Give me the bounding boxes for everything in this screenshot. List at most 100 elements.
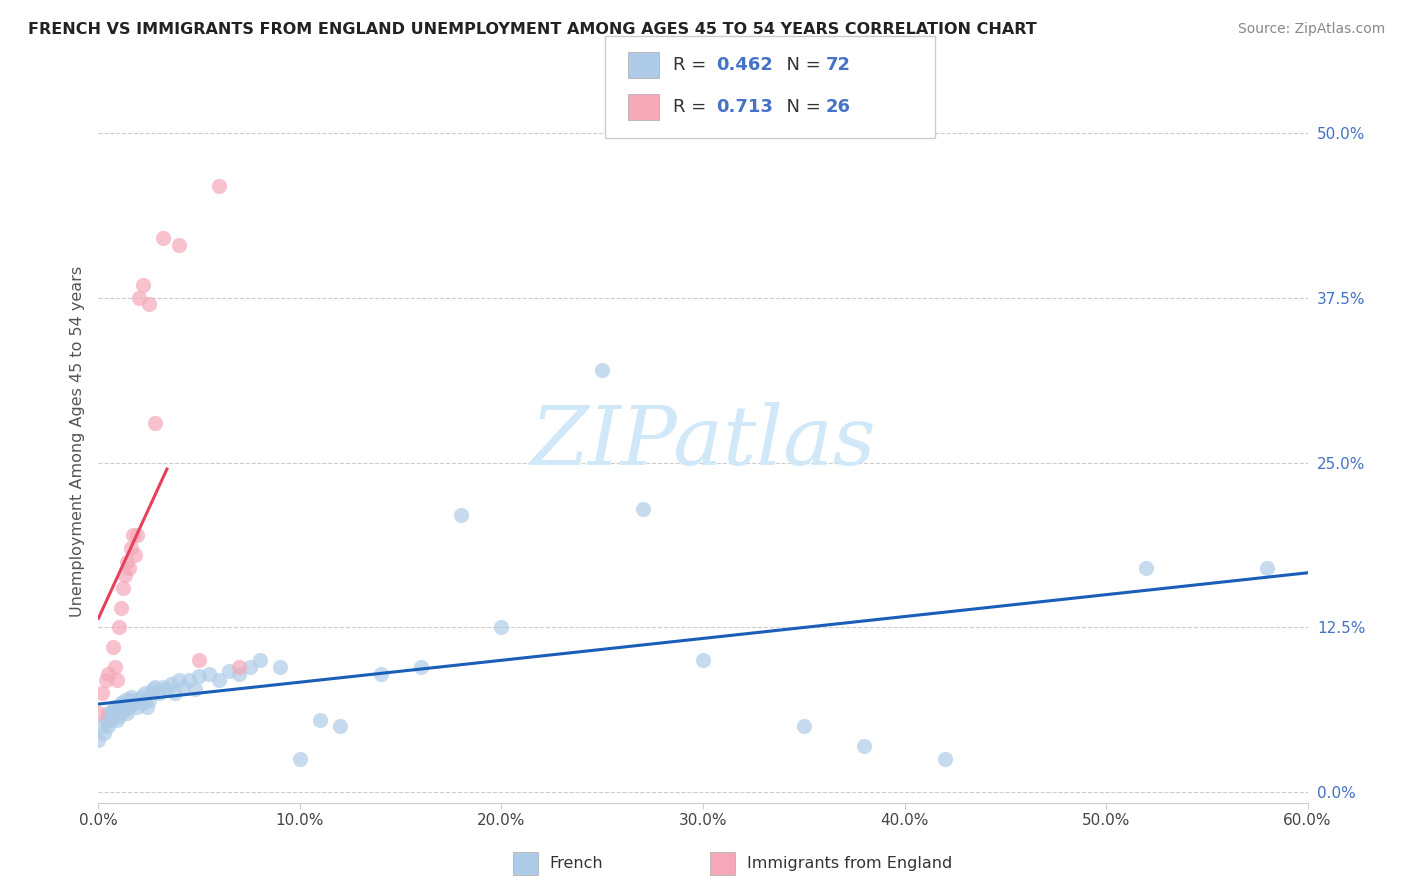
Point (218, 664, 240, 678)
Point (101, 708, 124, 723)
Point (172, 680, 194, 694)
Point (128, 291, 150, 305)
Point (115, 706, 138, 720)
Point (97, 666, 120, 681)
Point (1256, 561, 1278, 575)
Point (450, 508, 472, 523)
Point (111, 697, 134, 711)
Point (125, 528, 148, 542)
Point (121, 528, 143, 542)
Point (793, 719, 815, 733)
Point (138, 297, 160, 311)
Point (184, 682, 207, 697)
Point (152, 231, 174, 245)
Text: 0.462: 0.462 (716, 56, 772, 74)
Point (107, 708, 129, 723)
Y-axis label: Unemployment Among Ages 45 to 54 years: Unemployment Among Ages 45 to 54 years (69, 266, 84, 617)
Point (120, 696, 142, 710)
Text: French: French (550, 856, 603, 871)
Text: Immigrants from England: Immigrants from England (747, 856, 952, 871)
Point (121, 693, 143, 707)
Point (591, 363, 613, 377)
Point (114, 567, 136, 582)
Point (409, 660, 432, 674)
Point (188, 669, 211, 683)
Point (97, 719, 120, 733)
Point (114, 702, 136, 716)
Point (198, 666, 221, 681)
Point (103, 699, 125, 714)
Point (329, 719, 352, 733)
Point (91, 686, 114, 700)
Text: N =: N = (775, 56, 827, 74)
Point (107, 702, 129, 716)
Point (114, 693, 136, 707)
Point (853, 739, 876, 753)
Point (111, 704, 134, 718)
Point (135, 699, 157, 714)
Point (139, 686, 162, 700)
Point (132, 696, 155, 710)
Point (128, 693, 150, 707)
Point (167, 238, 190, 252)
Point (134, 686, 156, 700)
Point (120, 541, 142, 556)
Point (132, 277, 155, 292)
Point (105, 713, 128, 727)
Text: 0.713: 0.713 (716, 98, 772, 116)
Point (179, 673, 201, 688)
Point (118, 699, 141, 714)
Point (103, 706, 125, 720)
Point (91, 719, 114, 733)
Point (1135, 561, 1157, 575)
Point (491, 620, 513, 634)
Point (160, 677, 183, 691)
Point (107, 620, 129, 634)
Point (97, 706, 120, 720)
Text: R =: R = (673, 56, 713, 74)
Point (110, 696, 132, 710)
Point (138, 693, 160, 707)
Point (163, 686, 186, 700)
Point (269, 660, 291, 674)
Point (101, 704, 124, 718)
Text: 72: 72 (825, 56, 851, 74)
Point (142, 682, 165, 697)
Point (228, 666, 250, 681)
Point (111, 581, 134, 595)
Text: N =: N = (775, 98, 827, 116)
Text: FRENCH VS IMMIGRANTS FROM ENGLAND UNEMPLOYMENT AMONG AGES 45 TO 54 YEARS CORRELA: FRENCH VS IMMIGRANTS FROM ENGLAND UNEMPL… (28, 22, 1036, 37)
Point (239, 660, 262, 674)
Text: Source: ZipAtlas.com: Source: ZipAtlas.com (1237, 22, 1385, 37)
Point (118, 693, 141, 707)
Text: 26: 26 (825, 98, 851, 116)
Point (87, 706, 110, 720)
Point (96, 713, 118, 727)
Point (120, 690, 142, 705)
Point (288, 752, 311, 766)
Point (118, 561, 141, 575)
Point (370, 666, 392, 681)
Point (228, 660, 250, 674)
Point (309, 713, 332, 727)
Point (105, 706, 128, 720)
Point (148, 686, 170, 700)
Point (124, 696, 146, 710)
Point (101, 640, 124, 655)
Point (93, 726, 115, 740)
Point (110, 600, 132, 615)
Point (934, 752, 956, 766)
Point (129, 690, 152, 705)
Point (115, 555, 138, 569)
Point (110, 706, 132, 720)
Point (208, 178, 231, 193)
Point (188, 653, 211, 667)
Point (156, 682, 179, 697)
Point (249, 653, 271, 667)
Text: ZIPatlas: ZIPatlas (530, 401, 876, 482)
Point (87, 732, 110, 747)
Point (105, 673, 128, 688)
Point (124, 548, 146, 562)
Point (143, 416, 166, 430)
Point (125, 699, 148, 714)
